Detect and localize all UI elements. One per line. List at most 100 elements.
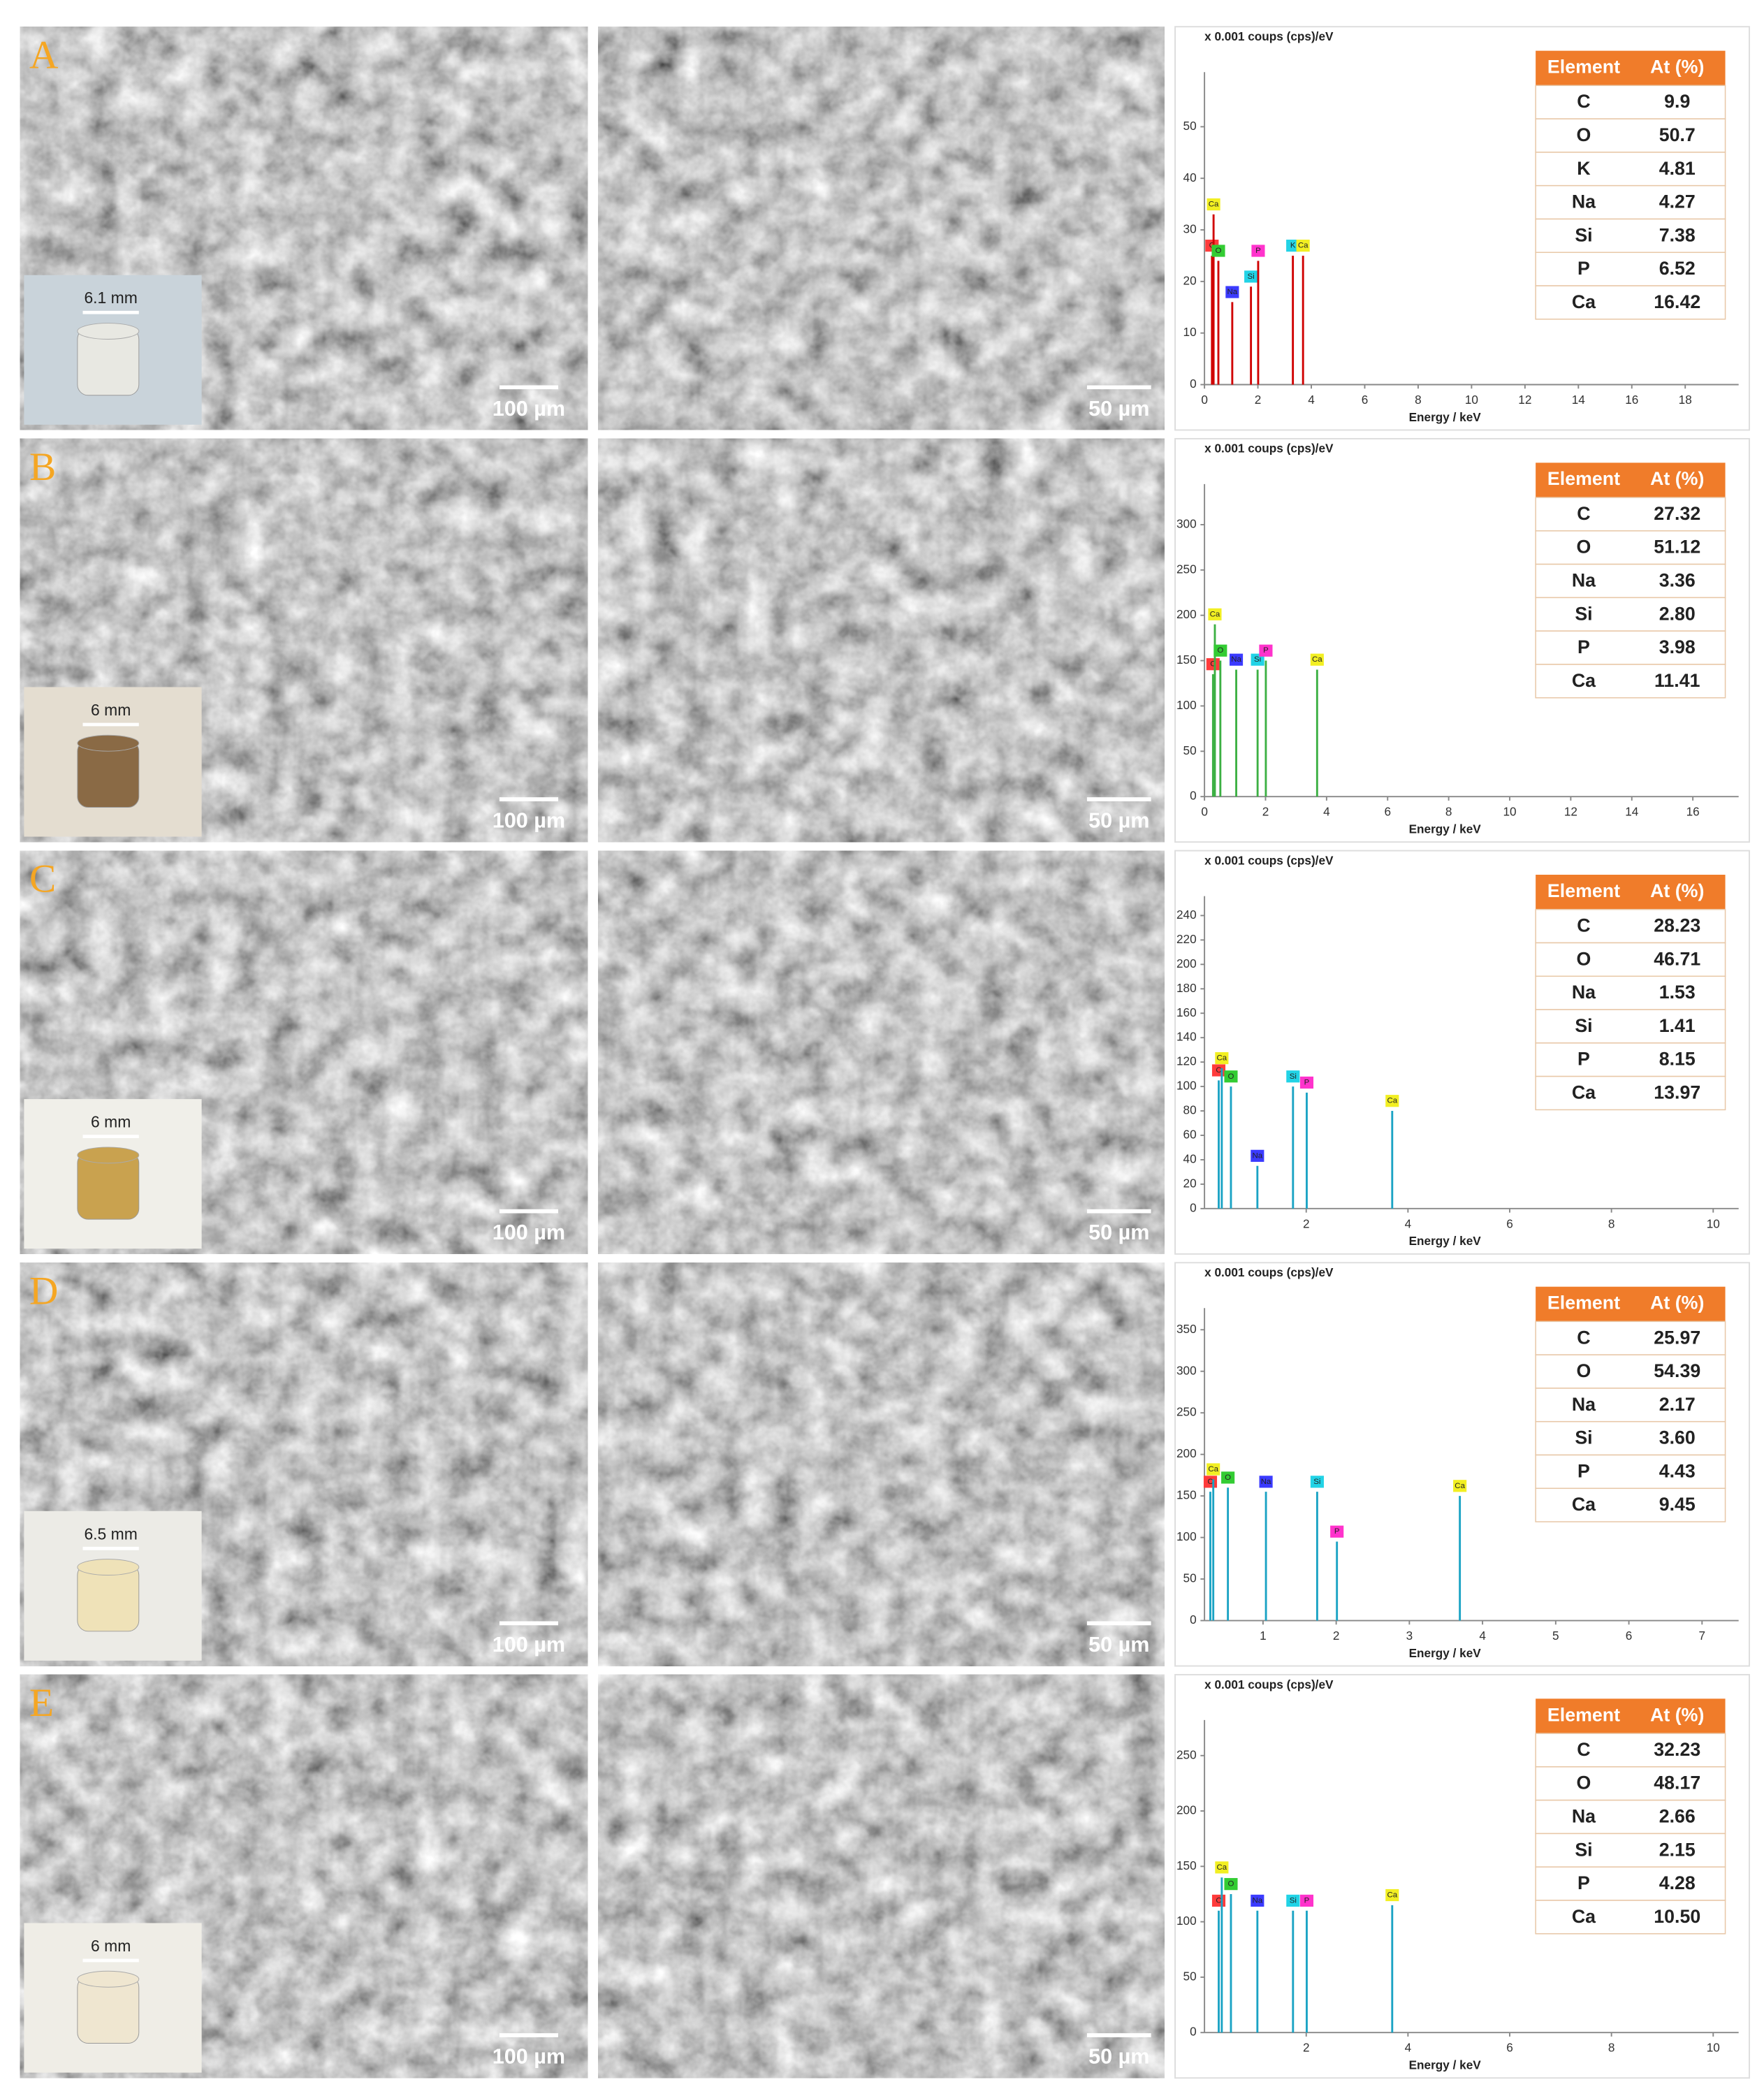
peak-tag: [1251, 653, 1264, 666]
peak-tag: [1385, 1888, 1399, 1902]
y-tick-label: 50: [1183, 119, 1197, 133]
x-tick-label: 10: [1465, 393, 1478, 407]
sem-image-high: [598, 850, 1165, 1254]
table-cell: 2.17: [1659, 1394, 1696, 1415]
table-cell: C: [1577, 1327, 1590, 1348]
table-header: [1536, 874, 1726, 910]
table-cell: P: [1577, 636, 1590, 657]
table-row: [1535, 908, 1726, 944]
y-tick-label: 0: [1190, 789, 1197, 803]
table-cell: 10.50: [1654, 1906, 1700, 1927]
table-cell: P: [1577, 1049, 1590, 1070]
x-tick-label: 0: [1201, 393, 1208, 407]
table-cell: Na: [1572, 1394, 1596, 1415]
peak-tag: [1385, 1095, 1399, 1107]
table-cell: 50.7: [1659, 124, 1696, 145]
y-tick-label: 20: [1183, 273, 1197, 287]
table-header-cell: At (%): [1650, 1704, 1704, 1725]
x-tick-label: 10: [1707, 1216, 1720, 1230]
y-tick-label: 100: [1176, 1529, 1197, 1543]
peak-label: O: [1228, 1072, 1234, 1081]
x-tick-label: 5: [1552, 1629, 1559, 1643]
scale-bar-label: 50 µm: [1088, 1633, 1149, 1657]
table-cell: 3.60: [1659, 1427, 1696, 1448]
y-tick-label: 200: [1176, 956, 1197, 970]
x-tick-label: 8: [1608, 2041, 1615, 2055]
peak-tag: [1206, 658, 1220, 671]
table-row: [1535, 1420, 1726, 1456]
x-axis-label: Energy / keV: [1409, 822, 1482, 836]
peak-label: Ca: [1387, 1097, 1397, 1105]
sample-top: [77, 1147, 140, 1164]
table-cell: Na: [1572, 982, 1596, 1003]
table-row: [1535, 975, 1726, 1010]
y-axis-label: x 0.001 coups (cps)/eV: [1204, 442, 1334, 456]
table-cell: 4.81: [1659, 158, 1696, 179]
x-tick-label: 1: [1260, 1629, 1267, 1643]
table-header: [1536, 1698, 1726, 1734]
peak-tag: [1211, 245, 1225, 257]
peak-label: Si: [1254, 655, 1261, 664]
peak-label: O: [1217, 646, 1223, 655]
table-cell: Na: [1572, 191, 1596, 212]
y-tick-label: 200: [1176, 607, 1197, 621]
table-cell: 6.52: [1659, 258, 1696, 279]
table-row: [1535, 563, 1726, 599]
table-header-cell: At (%): [1650, 57, 1704, 78]
table-cell: O: [1577, 1360, 1591, 1381]
table-cell: 16.42: [1654, 291, 1700, 312]
table-row: [1535, 530, 1726, 565]
y-tick-label: 150: [1176, 1488, 1197, 1502]
peak-tag: [1310, 653, 1324, 666]
peak-tag: [1208, 608, 1222, 620]
y-tick-label: 20: [1183, 1176, 1197, 1190]
peak-label: O: [1225, 1473, 1231, 1482]
x-tick-label: 4: [1479, 1629, 1486, 1643]
x-tick-label: 4: [1323, 805, 1330, 819]
table-row: [1535, 1009, 1726, 1044]
table-cell: 3.36: [1659, 569, 1696, 590]
y-tick-label: 10: [1183, 325, 1197, 339]
table-header: [1536, 1286, 1726, 1322]
x-tick-label: 8: [1415, 393, 1422, 407]
table-row: [1535, 1866, 1726, 1901]
peak-tag: [1215, 1051, 1229, 1065]
y-tick-label: 180: [1176, 981, 1197, 995]
panel-letter: D: [29, 1269, 58, 1313]
peak-tag: [1213, 644, 1227, 657]
peak-tag: [1259, 1476, 1273, 1488]
peak-label: Si: [1290, 1072, 1297, 1081]
table-cell: O: [1577, 124, 1591, 145]
table-row: [1535, 942, 1726, 977]
y-tick-label: 250: [1176, 1747, 1197, 1761]
table-row: [1535, 1042, 1726, 1077]
x-tick-label: 14: [1625, 805, 1639, 819]
peak-tag: [1330, 1525, 1344, 1538]
table-cell: Si: [1575, 1015, 1592, 1036]
x-tick-label: 6: [1506, 1216, 1513, 1230]
sem-image-high: [598, 1262, 1165, 1666]
table-cell: 9.9: [1664, 91, 1690, 112]
table-row: [1535, 1320, 1726, 1355]
peak-tag: [1224, 1070, 1238, 1083]
sem-image-high: [598, 438, 1165, 843]
y-tick-label: 220: [1176, 932, 1197, 946]
table-row: [1535, 252, 1726, 286]
peak-label: K: [1290, 242, 1296, 250]
table-cell: 32.23: [1654, 1739, 1700, 1760]
peak-label: C: [1216, 1896, 1221, 1905]
y-tick-label: 240: [1176, 908, 1197, 922]
y-tick-label: 50: [1183, 743, 1197, 757]
scale-bar-label: 50 µm: [1088, 809, 1149, 833]
panel-letter: A: [29, 33, 58, 77]
peak-label: Na: [1231, 655, 1241, 664]
table-cell: Si: [1575, 1427, 1592, 1448]
table-row: [1535, 497, 1726, 532]
y-axis-label: x 0.001 coups (cps)/eV: [1204, 29, 1334, 43]
peak-tag: [1244, 270, 1258, 283]
table-cell: C: [1577, 915, 1590, 936]
x-tick-label: 2: [1303, 1216, 1310, 1230]
peak-tag: [1207, 1463, 1220, 1476]
table-header-cell: Element: [1547, 1704, 1620, 1725]
y-tick-label: 120: [1176, 1054, 1197, 1068]
